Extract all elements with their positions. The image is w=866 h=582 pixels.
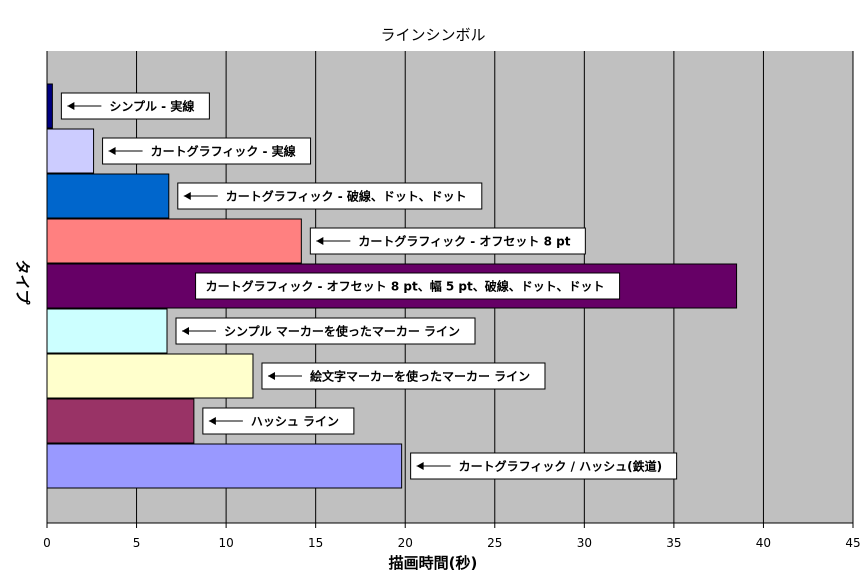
x-tick-label: 20 [398,536,413,550]
annotation-box [261,362,546,390]
annotation-label: シンプル マーカーを使ったマーカー ライン [224,324,460,339]
x-tick-label: 5 [133,536,141,550]
x-tick-label: 25 [487,536,502,550]
bar [46,218,302,264]
arrow-left-icon [267,372,275,380]
bar [46,398,195,444]
annotation-box [309,227,586,255]
annotation-label: カートグラフィック / ハッシュ(鉄道) [459,459,662,474]
chart-title: ラインシンボル [380,26,485,44]
bar [46,308,168,354]
bar [46,173,170,219]
arrow-left-icon [316,237,324,245]
arrow-left-icon [416,462,424,470]
annotation-box [177,182,483,210]
y-axis-title-text: タイプ [14,259,32,305]
y-axis-title: タイプ [14,259,32,305]
annotation-box [195,272,621,300]
arrow-left-icon [67,102,75,110]
annotation-label: カートグラフィック - 破線、ドット、ドット [226,189,467,204]
annotation-label: カートグラフィック - オフセット 8 pt [358,234,570,249]
annotation-label: カートグラフィック - オフセット 8 pt、幅 5 pt、破線、ドット、ドット [206,279,605,294]
annotation-label: ハッシュ ライン [251,415,339,429]
bar [46,443,403,489]
x-tick-label: 30 [577,536,592,550]
annotation-label: カートグラフィック - 実線 [151,144,296,159]
annotation-label: シンプル - 実線 [109,99,194,114]
arrow-left-icon [183,192,191,200]
arrow-left-icon [108,147,116,155]
x-tick-label: 15 [308,536,323,550]
x-axis-title: 描画時間(秒) [389,554,478,572]
bar [46,353,254,399]
bar [46,128,95,174]
x-tick-label: 45 [845,536,860,550]
arrow-left-icon [208,417,216,425]
annotation-label: 絵文字マーカーを使ったマーカー ライン [310,369,530,384]
annotation-box [175,317,476,345]
x-tick-label: 40 [756,536,771,550]
x-tick-label: 10 [218,536,233,550]
x-tick-label: 0 [43,536,51,550]
bar [46,83,53,129]
arrow-left-icon [182,327,190,335]
annotation-box [102,137,312,165]
x-tick-label: 35 [666,536,681,550]
annotation-box [410,452,678,480]
